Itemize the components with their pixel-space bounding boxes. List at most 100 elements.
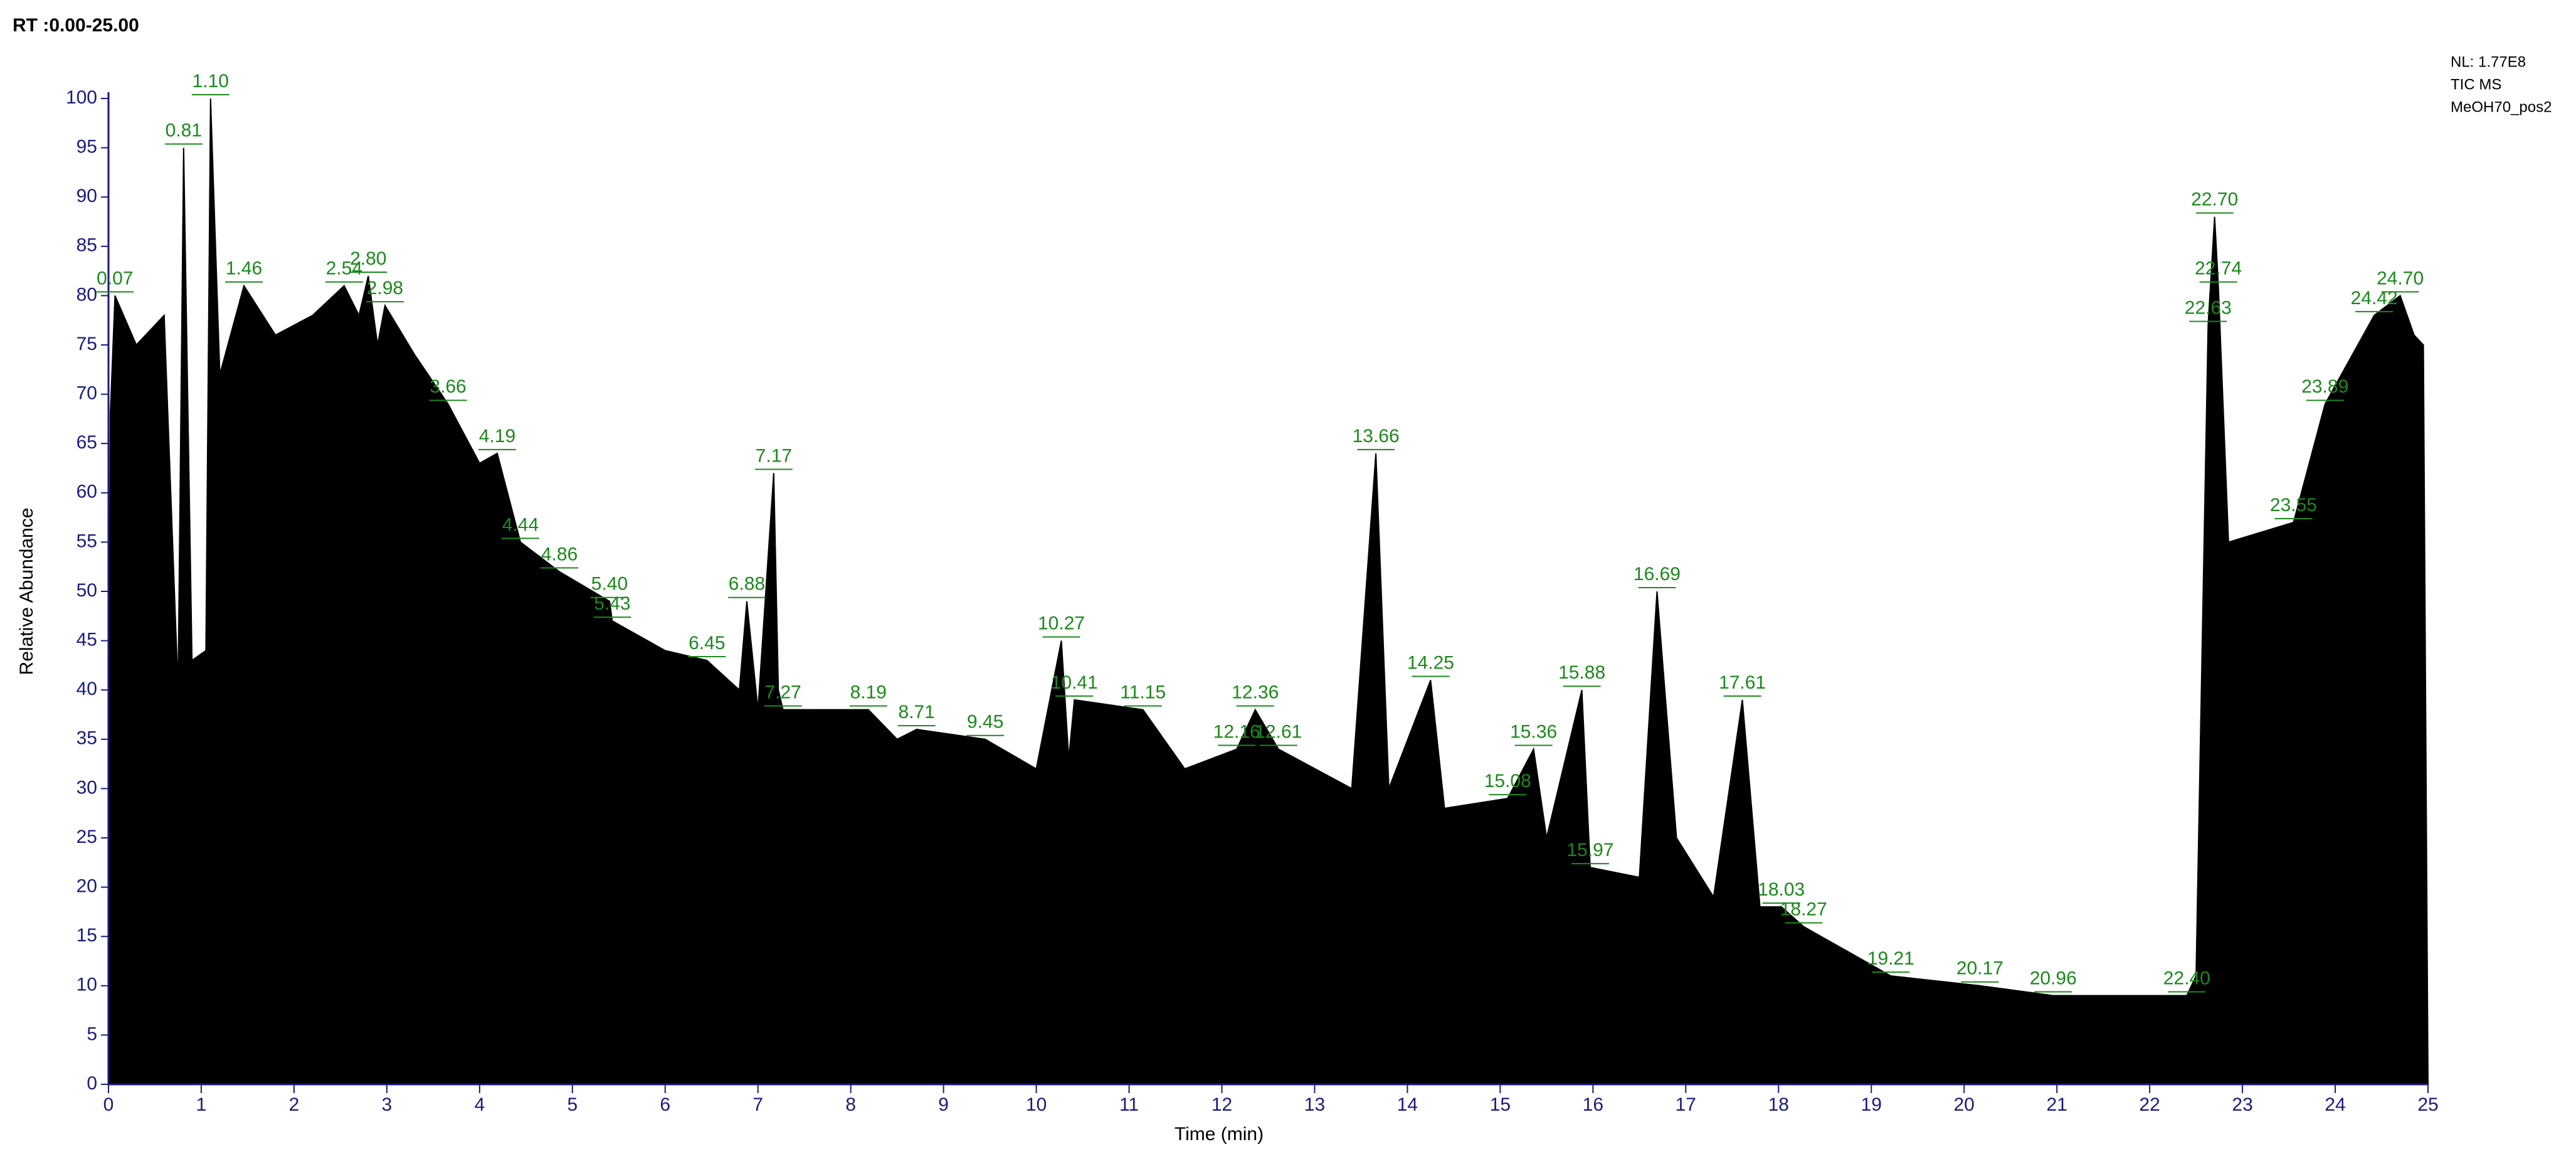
- peak-label: 22.40: [2163, 968, 2210, 988]
- peak-label: 4.19: [479, 426, 515, 447]
- y-tick-label: 5: [87, 1024, 97, 1044]
- peak-label: 23.89: [2301, 376, 2348, 397]
- peak-label: 15.08: [1484, 771, 1531, 791]
- x-tick-label: 14: [1397, 1094, 1418, 1115]
- x-tick-label: 22: [2139, 1094, 2160, 1115]
- peak-label: 15.97: [1566, 840, 1613, 860]
- x-tick-label: 23: [2232, 1094, 2252, 1115]
- x-tick-label: 10: [1026, 1094, 1047, 1115]
- x-tick-label: 5: [567, 1094, 578, 1115]
- x-tick-label: 8: [845, 1094, 856, 1115]
- peak-label: 22.74: [2195, 258, 2242, 279]
- info-line: TIC MS: [2451, 76, 2501, 93]
- peak-label: 15.36: [1510, 721, 1557, 742]
- peak-label: 18.27: [1780, 899, 1827, 919]
- y-tick-label: 25: [77, 827, 97, 847]
- info-line: MeOH70_pos2: [2451, 98, 2552, 115]
- peak-label: 9.45: [967, 712, 1003, 733]
- peak-label: 13.66: [1353, 426, 1400, 447]
- peak-label: 6.45: [689, 633, 725, 653]
- y-tick-label: 65: [77, 432, 97, 453]
- peak-label: 8.19: [850, 682, 887, 703]
- peak-label: 11.15: [1120, 682, 1166, 703]
- x-tick-label: 15: [1490, 1094, 1511, 1115]
- y-tick-label: 10: [77, 975, 97, 995]
- y-tick-label: 100: [66, 87, 97, 108]
- y-tick-label: 30: [77, 777, 97, 798]
- y-tick-label: 55: [77, 531, 97, 551]
- x-tick-label: 2: [289, 1094, 300, 1115]
- y-tick-label: 50: [77, 580, 97, 601]
- x-tick-label: 0: [103, 1094, 114, 1115]
- peak-label: 18.03: [1758, 879, 1805, 900]
- peak-label: 12.16: [1213, 721, 1260, 742]
- peak-label: 2.98: [367, 278, 403, 299]
- peak-label: 2.54: [326, 258, 362, 279]
- peak-label: 20.96: [2030, 968, 2077, 988]
- peak-label: 24.42: [2351, 288, 2398, 309]
- x-tick-label: 21: [2046, 1094, 2067, 1115]
- x-tick-label: 18: [1768, 1094, 1789, 1115]
- y-tick-label: 75: [77, 334, 97, 354]
- peak-label: 23.55: [2270, 495, 2317, 516]
- y-tick-label: 95: [77, 137, 97, 157]
- peak-label: 5.40: [591, 574, 628, 595]
- peak-label: 5.43: [594, 593, 630, 614]
- y-tick-label: 70: [77, 383, 97, 404]
- y-tick-label: 85: [77, 235, 97, 256]
- range-header: RT :0.00-25.00: [13, 15, 139, 36]
- x-tick-label: 1: [196, 1094, 207, 1115]
- peak-label: 1.10: [193, 71, 229, 92]
- peak-label: 24.70: [2377, 268, 2424, 288]
- peak-label: 12.36: [1232, 682, 1279, 703]
- peak-label: 12.61: [1255, 721, 1302, 742]
- y-tick-label: 40: [77, 679, 97, 699]
- peak-label: 22.70: [2191, 189, 2238, 210]
- peak-label: 20.17: [1956, 958, 2003, 979]
- y-tick-label: 80: [77, 284, 97, 305]
- peak-label: 10.27: [1038, 613, 1085, 634]
- x-tick-label: 16: [1583, 1094, 1603, 1115]
- x-tick-label: 25: [2417, 1094, 2438, 1115]
- peak-label: 2.80: [350, 248, 386, 269]
- peak-label: 6.88: [729, 574, 765, 595]
- y-tick-label: 45: [77, 630, 97, 650]
- y-tick-label: 35: [77, 728, 97, 749]
- peak-label: 4.44: [502, 514, 539, 535]
- peak-label: 1.46: [226, 258, 262, 279]
- x-tick-label: 13: [1304, 1094, 1325, 1115]
- x-tick-label: 11: [1119, 1094, 1139, 1115]
- peak-label: 0.07: [97, 268, 133, 288]
- x-axis-label: Time (min): [1175, 1124, 1264, 1145]
- peak-label: 16.69: [1634, 564, 1681, 584]
- peak-label: 7.27: [764, 682, 801, 703]
- peak-label: 19.21: [1867, 948, 1914, 969]
- peak-label: 22.63: [2185, 297, 2232, 318]
- peak-label: 10.41: [1051, 672, 1098, 693]
- peak-label: 14.25: [1407, 652, 1454, 673]
- x-tick-label: 24: [2325, 1094, 2345, 1115]
- x-tick-label: 6: [660, 1094, 670, 1115]
- x-tick-label: 19: [1861, 1094, 1882, 1115]
- y-tick-label: 0: [87, 1073, 97, 1094]
- peak-label: 17.61: [1719, 672, 1766, 693]
- info-line: NL: 1.77E8: [2451, 53, 2526, 70]
- peak-label: 15.88: [1558, 662, 1605, 683]
- y-tick-label: 60: [77, 482, 97, 502]
- y-axis-label: Relative Abundance: [16, 508, 37, 675]
- x-tick-label: 17: [1676, 1094, 1696, 1115]
- chromatogram-trace: [107, 98, 2429, 1085]
- x-tick-label: 7: [752, 1094, 763, 1115]
- x-tick-label: 12: [1211, 1094, 1232, 1115]
- y-tick-label: 20: [77, 876, 97, 897]
- x-tick-label: 9: [938, 1094, 949, 1115]
- x-tick-label: 20: [1954, 1094, 1975, 1115]
- peak-label: 3.66: [430, 376, 466, 397]
- peak-label: 0.81: [166, 120, 202, 141]
- peak-label: 4.86: [541, 544, 578, 564]
- y-tick-label: 90: [77, 186, 97, 206]
- x-tick-label: 3: [382, 1094, 393, 1115]
- peak-label: 8.71: [899, 702, 935, 722]
- peak-label: 7.17: [756, 445, 792, 466]
